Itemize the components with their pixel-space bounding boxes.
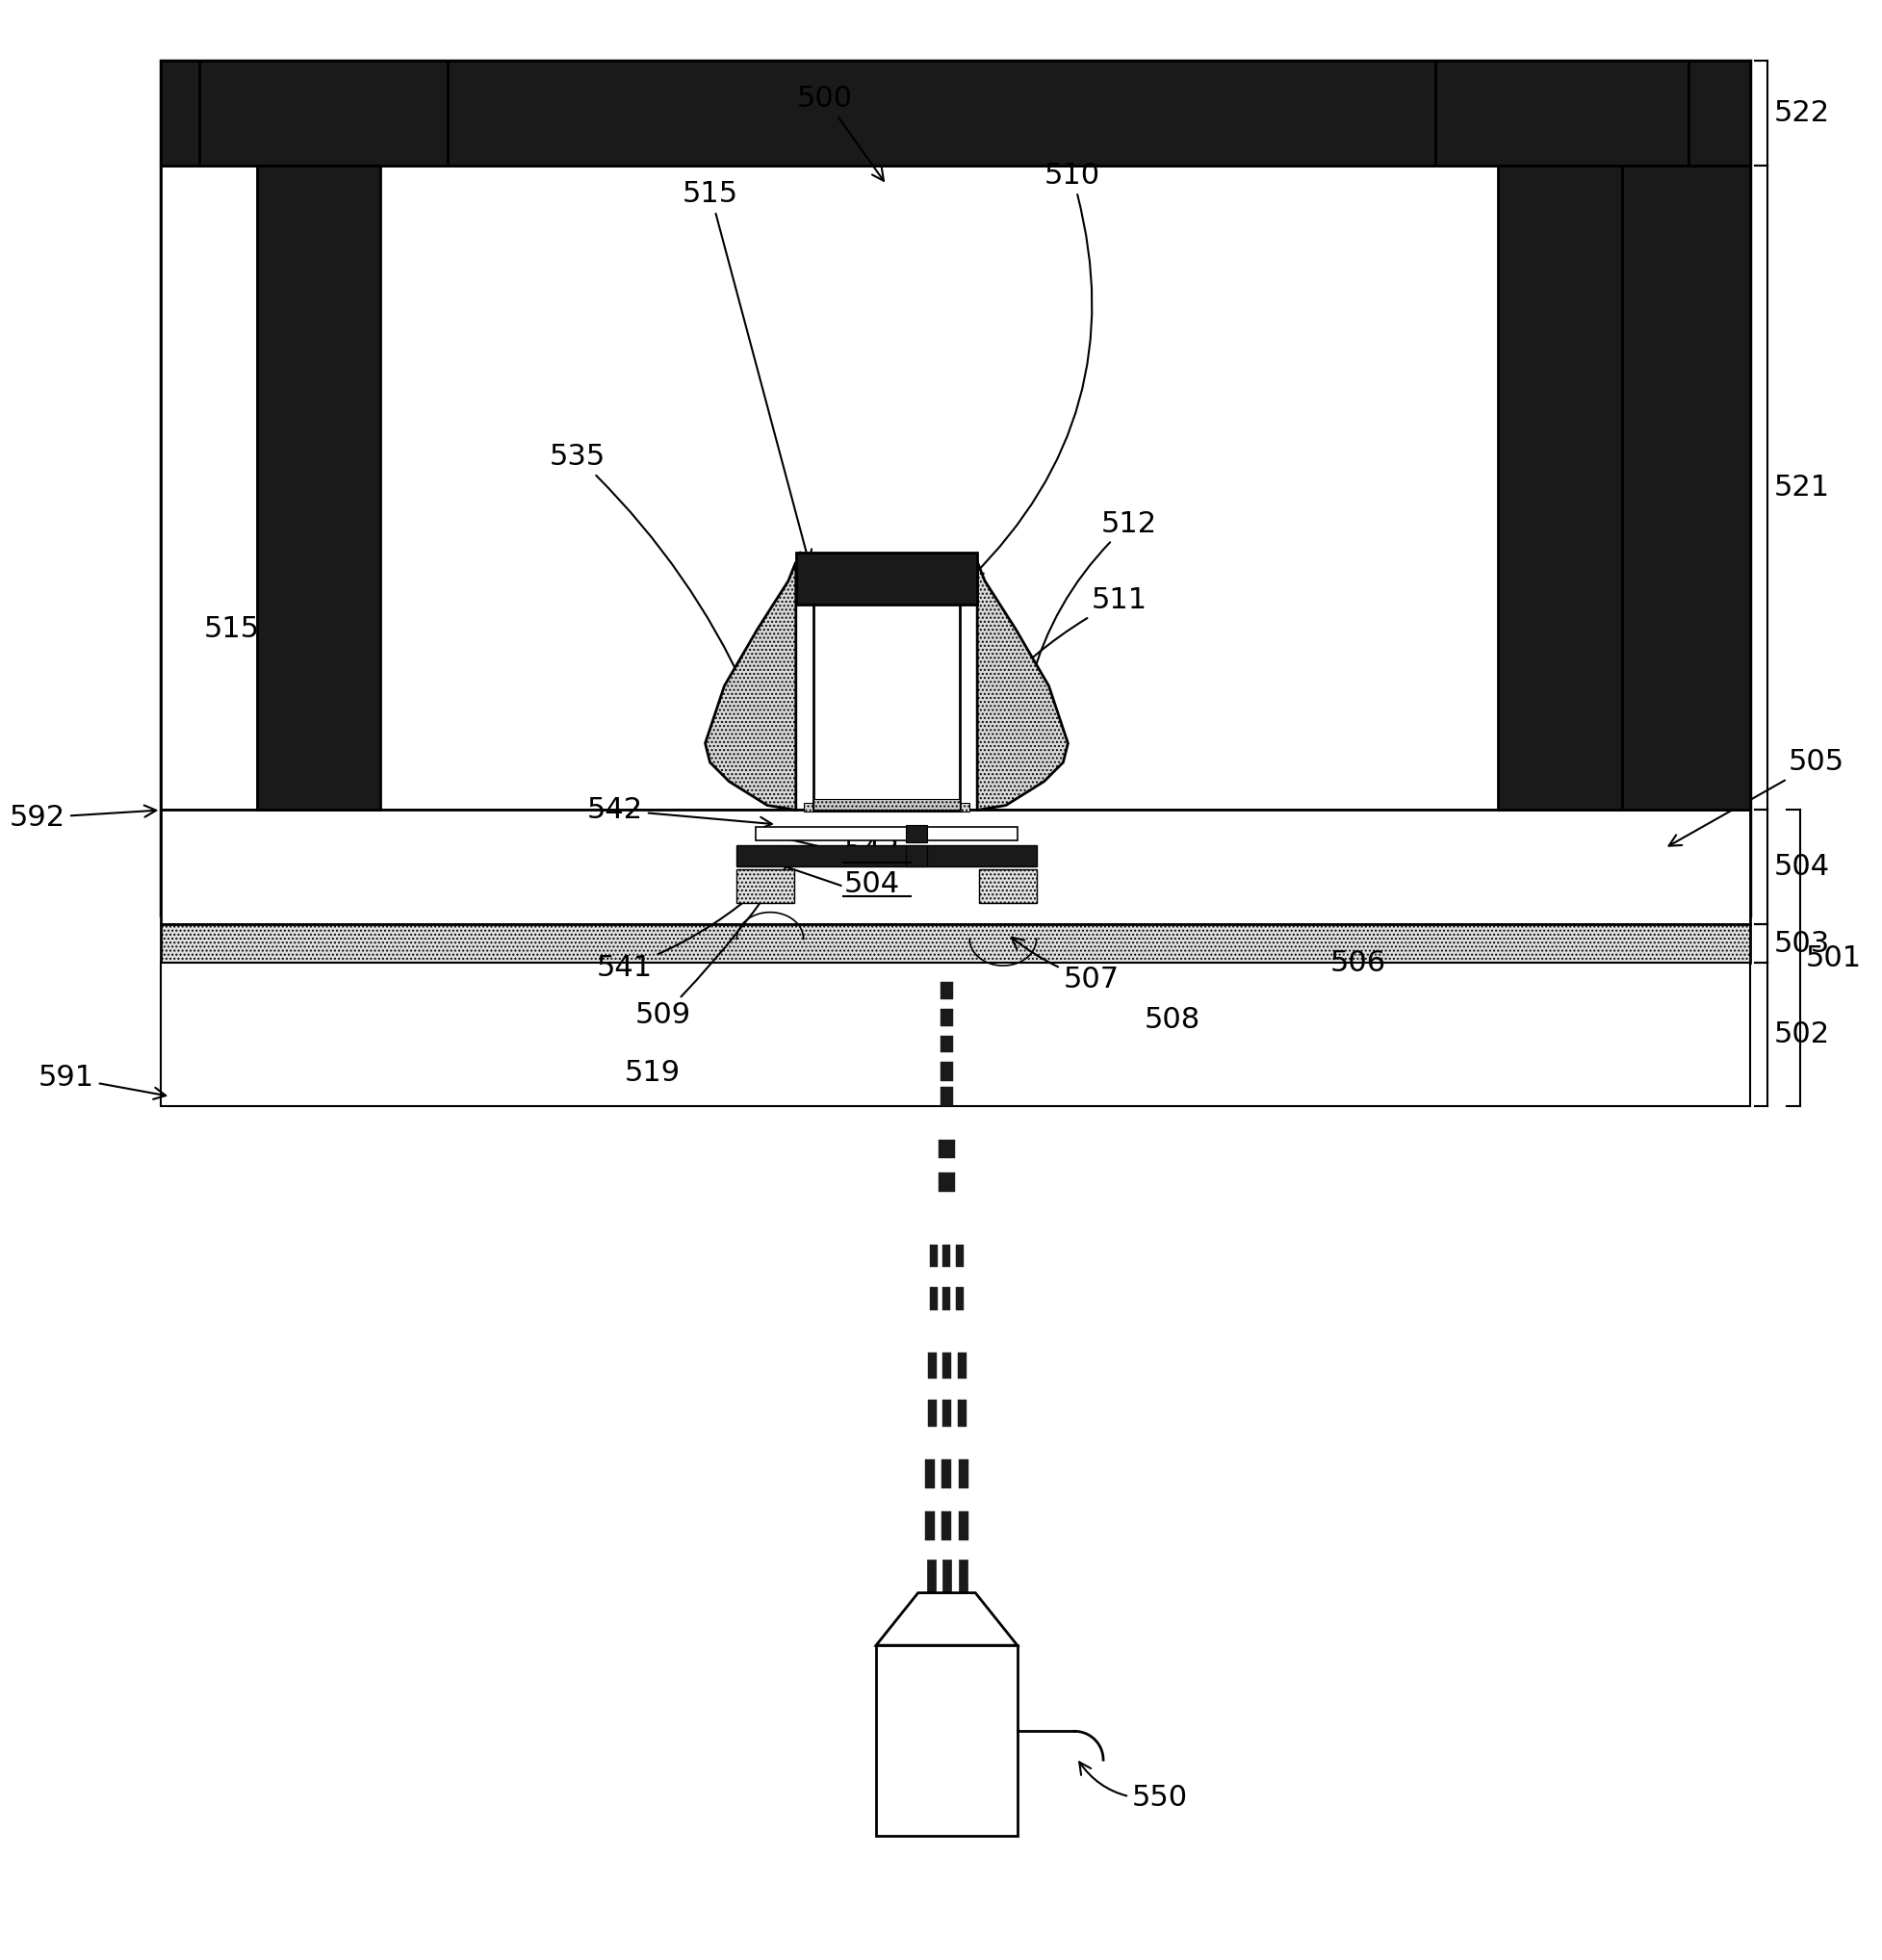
- Text: 512: 512: [1028, 510, 1157, 682]
- Bar: [943, 1352, 950, 1380]
- Bar: [930, 1288, 937, 1311]
- Text: 508: 508: [1144, 1005, 1201, 1035]
- Bar: [736, 845, 1035, 866]
- Bar: [199, 61, 448, 167]
- Text: 507: 507: [1011, 937, 1118, 994]
- Bar: [939, 1035, 952, 1053]
- Bar: [939, 1062, 952, 1082]
- Text: 515: 515: [203, 615, 260, 643]
- Bar: [926, 1560, 935, 1593]
- Text: 522: 522: [1773, 100, 1829, 127]
- Bar: [979, 870, 1035, 904]
- Text: 541: 541: [597, 886, 762, 982]
- Text: 504: 504: [843, 870, 900, 898]
- Text: 591: 591: [38, 1064, 166, 1100]
- Text: 503: 503: [1773, 929, 1829, 958]
- Bar: [956, 1288, 964, 1311]
- Bar: [813, 606, 960, 809]
- Bar: [958, 1560, 967, 1593]
- Bar: [1496, 167, 1620, 809]
- Bar: [755, 827, 1016, 841]
- Text: 504: 504: [1773, 853, 1829, 882]
- Polygon shape: [977, 563, 1067, 809]
- Text: 543: 543: [843, 837, 900, 864]
- Bar: [943, 1399, 950, 1427]
- Text: 509: 509: [634, 858, 790, 1029]
- Text: 592: 592: [9, 804, 156, 831]
- Bar: [924, 1511, 933, 1541]
- Bar: [875, 1644, 1016, 1837]
- Bar: [939, 1009, 952, 1025]
- Bar: [162, 809, 1750, 925]
- Bar: [162, 167, 1750, 809]
- Text: 535: 535: [550, 443, 747, 692]
- Bar: [162, 61, 1750, 915]
- Polygon shape: [875, 1593, 1016, 1644]
- Bar: [1434, 61, 1688, 167]
- Text: 515: 515: [683, 180, 811, 563]
- Text: 521: 521: [1773, 474, 1829, 502]
- Bar: [813, 798, 960, 809]
- Bar: [943, 1245, 950, 1268]
- Bar: [905, 845, 926, 866]
- Text: 542: 542: [587, 796, 772, 829]
- Text: 510: 510: [971, 161, 1099, 578]
- Bar: [943, 1560, 950, 1593]
- Bar: [930, 1245, 937, 1268]
- Text: 519: 519: [623, 1058, 679, 1086]
- Bar: [956, 1245, 964, 1268]
- Text: 511: 511: [988, 586, 1148, 702]
- Bar: [939, 982, 952, 1000]
- Bar: [924, 1458, 933, 1488]
- Bar: [928, 1352, 935, 1380]
- Text: 505: 505: [1667, 749, 1844, 847]
- Bar: [958, 1458, 967, 1488]
- Text: 500: 500: [796, 84, 883, 180]
- Text: 501: 501: [1805, 945, 1861, 972]
- Text: 502: 502: [1773, 1021, 1829, 1049]
- Bar: [928, 1399, 935, 1427]
- Bar: [939, 1088, 952, 1105]
- Bar: [937, 1139, 954, 1158]
- Bar: [1620, 167, 1750, 809]
- Bar: [943, 1288, 950, 1311]
- Bar: [796, 553, 977, 606]
- Bar: [256, 167, 380, 809]
- Bar: [162, 61, 1750, 167]
- Text: 550: 550: [1078, 1762, 1188, 1813]
- Bar: [937, 1172, 954, 1192]
- Bar: [958, 1352, 965, 1380]
- Bar: [804, 802, 969, 811]
- Bar: [941, 1458, 950, 1488]
- Text: 506: 506: [1331, 949, 1385, 976]
- Bar: [736, 870, 794, 904]
- Bar: [958, 1399, 965, 1427]
- Bar: [162, 925, 1750, 962]
- Bar: [905, 825, 926, 843]
- Bar: [162, 962, 1750, 1105]
- Bar: [941, 1511, 950, 1541]
- Bar: [958, 1511, 967, 1541]
- Polygon shape: [706, 563, 796, 809]
